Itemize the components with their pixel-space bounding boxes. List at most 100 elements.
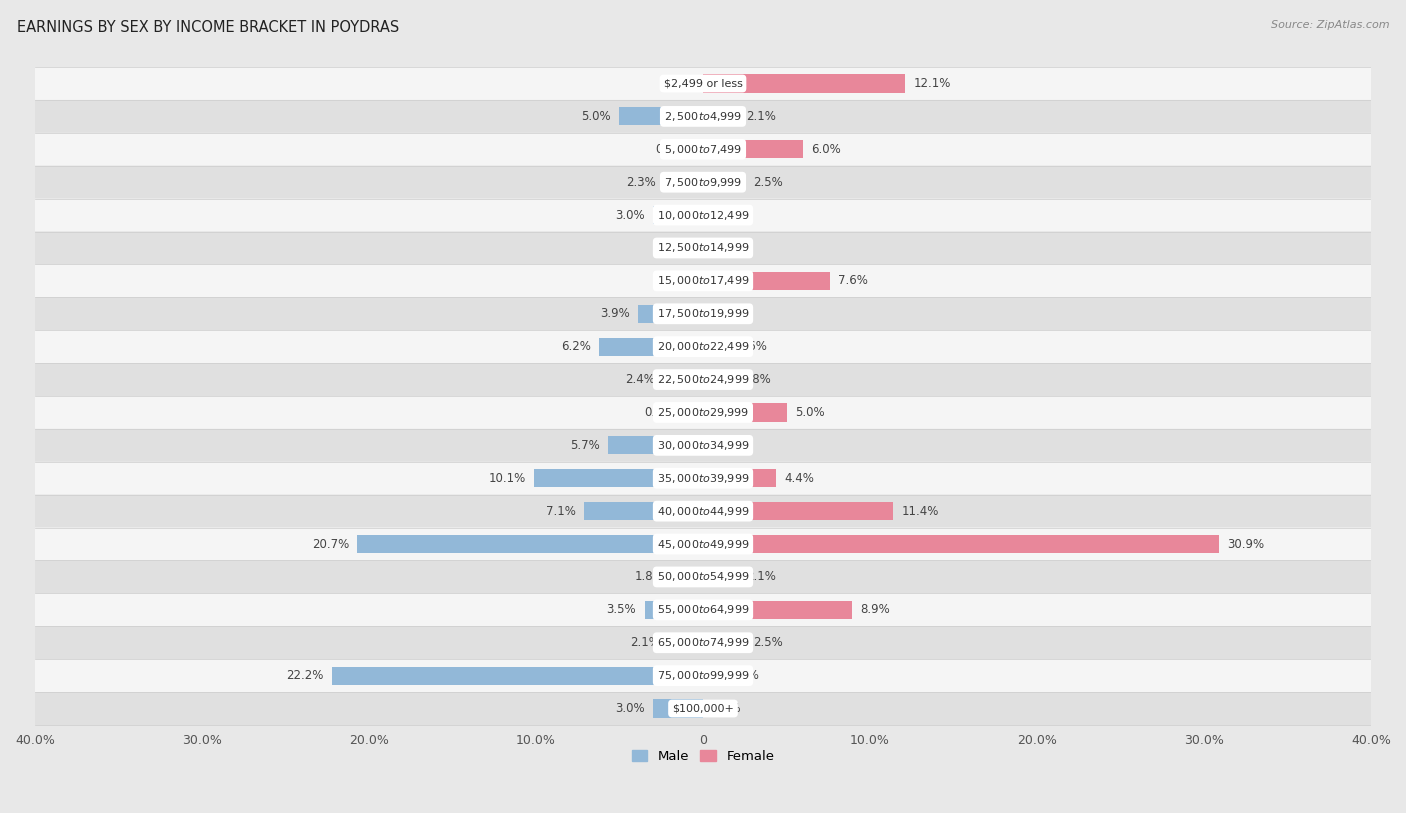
- Text: $25,000 to $29,999: $25,000 to $29,999: [657, 406, 749, 419]
- FancyBboxPatch shape: [35, 67, 1371, 100]
- Bar: [620, 107, 703, 125]
- Bar: [652, 206, 703, 224]
- Bar: [703, 667, 721, 685]
- Text: 7.1%: 7.1%: [546, 505, 576, 518]
- Text: 0.0%: 0.0%: [665, 241, 695, 254]
- FancyBboxPatch shape: [35, 363, 1371, 396]
- Text: 5.0%: 5.0%: [582, 110, 612, 123]
- FancyBboxPatch shape: [35, 133, 1371, 166]
- Text: $15,000 to $17,499: $15,000 to $17,499: [657, 274, 749, 287]
- Bar: [357, 535, 703, 553]
- Bar: [703, 502, 893, 520]
- Bar: [703, 535, 1219, 553]
- Text: 4.4%: 4.4%: [785, 472, 814, 485]
- Bar: [644, 601, 703, 619]
- Text: 0.0%: 0.0%: [711, 702, 741, 715]
- Text: 1.1%: 1.1%: [730, 669, 759, 682]
- Bar: [662, 371, 703, 389]
- Text: $10,000 to $12,499: $10,000 to $12,499: [657, 209, 749, 222]
- Text: 1.6%: 1.6%: [738, 340, 768, 353]
- FancyBboxPatch shape: [35, 264, 1371, 298]
- Text: 5.7%: 5.7%: [569, 439, 599, 452]
- Text: 30.9%: 30.9%: [1227, 537, 1264, 550]
- Text: 6.0%: 6.0%: [811, 143, 841, 156]
- FancyBboxPatch shape: [35, 429, 1371, 462]
- Bar: [703, 568, 738, 586]
- FancyBboxPatch shape: [35, 528, 1371, 560]
- Text: $17,500 to $19,999: $17,500 to $19,999: [657, 307, 749, 320]
- Bar: [638, 305, 703, 323]
- Bar: [703, 107, 738, 125]
- Bar: [607, 437, 703, 454]
- Text: $20,000 to $22,499: $20,000 to $22,499: [657, 340, 749, 353]
- Text: $2,499 or less: $2,499 or less: [664, 79, 742, 89]
- Bar: [599, 337, 703, 356]
- Text: 0.0%: 0.0%: [665, 274, 695, 287]
- Text: Source: ZipAtlas.com: Source: ZipAtlas.com: [1271, 20, 1389, 30]
- Text: 11.4%: 11.4%: [901, 505, 939, 518]
- Text: 2.1%: 2.1%: [747, 110, 776, 123]
- Text: 3.0%: 3.0%: [614, 209, 644, 222]
- Text: $35,000 to $39,999: $35,000 to $39,999: [657, 472, 749, 485]
- Text: 6.2%: 6.2%: [561, 340, 591, 353]
- Text: 0.76%: 0.76%: [645, 406, 682, 419]
- Text: 12.1%: 12.1%: [914, 77, 950, 90]
- Text: $5,000 to $7,499: $5,000 to $7,499: [664, 143, 742, 156]
- Text: $65,000 to $74,999: $65,000 to $74,999: [657, 637, 749, 650]
- Bar: [703, 601, 852, 619]
- Text: 3.0%: 3.0%: [614, 702, 644, 715]
- Text: 1.8%: 1.8%: [741, 373, 770, 386]
- Bar: [703, 469, 776, 487]
- Text: 7.6%: 7.6%: [838, 274, 868, 287]
- FancyBboxPatch shape: [35, 298, 1371, 330]
- Text: 2.1%: 2.1%: [630, 637, 659, 650]
- Text: 20.7%: 20.7%: [312, 537, 349, 550]
- Text: 0.15%: 0.15%: [655, 143, 692, 156]
- Text: 1.8%: 1.8%: [636, 571, 665, 584]
- FancyBboxPatch shape: [35, 462, 1371, 494]
- FancyBboxPatch shape: [35, 330, 1371, 363]
- Text: 8.9%: 8.9%: [860, 603, 890, 616]
- Text: $45,000 to $49,999: $45,000 to $49,999: [657, 537, 749, 550]
- Text: 2.4%: 2.4%: [624, 373, 655, 386]
- FancyBboxPatch shape: [35, 100, 1371, 133]
- Text: $75,000 to $99,999: $75,000 to $99,999: [657, 669, 749, 682]
- Text: 3.5%: 3.5%: [606, 603, 636, 616]
- Bar: [673, 568, 703, 586]
- Text: $50,000 to $54,999: $50,000 to $54,999: [657, 571, 749, 584]
- FancyBboxPatch shape: [35, 494, 1371, 528]
- FancyBboxPatch shape: [35, 396, 1371, 429]
- Text: 2.3%: 2.3%: [627, 176, 657, 189]
- Bar: [585, 502, 703, 520]
- Text: $12,500 to $14,999: $12,500 to $14,999: [657, 241, 749, 254]
- Text: 5.0%: 5.0%: [794, 406, 824, 419]
- Bar: [690, 403, 703, 421]
- Bar: [703, 272, 830, 290]
- Text: 0.0%: 0.0%: [711, 209, 741, 222]
- Bar: [665, 173, 703, 191]
- Bar: [703, 633, 745, 652]
- Bar: [668, 633, 703, 652]
- Text: EARNINGS BY SEX BY INCOME BRACKET IN POYDRAS: EARNINGS BY SEX BY INCOME BRACKET IN POY…: [17, 20, 399, 35]
- Bar: [652, 699, 703, 718]
- Text: 3.9%: 3.9%: [600, 307, 630, 320]
- FancyBboxPatch shape: [35, 659, 1371, 692]
- Text: $30,000 to $34,999: $30,000 to $34,999: [657, 439, 749, 452]
- Bar: [703, 173, 745, 191]
- Bar: [703, 371, 733, 389]
- Text: $100,000+: $100,000+: [672, 703, 734, 714]
- Text: 0.0%: 0.0%: [665, 77, 695, 90]
- Bar: [703, 75, 905, 93]
- Text: 2.5%: 2.5%: [754, 176, 783, 189]
- Text: 10.1%: 10.1%: [489, 472, 526, 485]
- Bar: [700, 141, 703, 159]
- FancyBboxPatch shape: [35, 626, 1371, 659]
- FancyBboxPatch shape: [35, 560, 1371, 593]
- Bar: [534, 469, 703, 487]
- Text: $2,500 to $4,999: $2,500 to $4,999: [664, 110, 742, 123]
- Bar: [332, 667, 703, 685]
- FancyBboxPatch shape: [35, 593, 1371, 626]
- Bar: [703, 403, 786, 421]
- Legend: Male, Female: Male, Female: [626, 745, 780, 768]
- FancyBboxPatch shape: [35, 232, 1371, 264]
